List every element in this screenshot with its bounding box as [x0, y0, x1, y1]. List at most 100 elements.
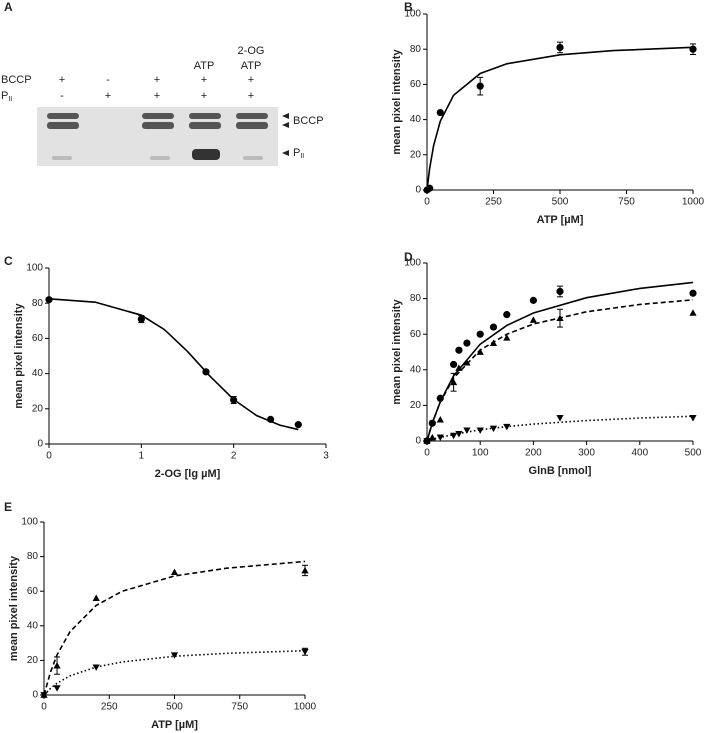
- data-point: [92, 664, 100, 671]
- x-tick-label: 3: [323, 451, 329, 462]
- x-tick-label: 400: [631, 448, 648, 459]
- data-point: [689, 414, 697, 422]
- fit-line: [426, 46, 694, 191]
- sign: +: [154, 90, 160, 102]
- data-point: [476, 82, 484, 90]
- panel-letter: C: [4, 254, 13, 268]
- y-tick-label: 80: [410, 293, 422, 304]
- fit-line: [426, 281, 694, 442]
- y-tick-label: 20: [27, 655, 39, 666]
- panel-letter: B: [404, 0, 413, 14]
- sign: -: [60, 90, 64, 102]
- data-point: [556, 43, 564, 52]
- label: BCCP: [1, 74, 32, 86]
- x-tick-label: 500: [166, 702, 183, 713]
- data-point: [476, 330, 484, 338]
- y-tick-label: 0: [32, 690, 38, 701]
- x-tick-label: 100: [472, 448, 489, 459]
- x-tick-label: 1000: [294, 702, 317, 713]
- y-axis-title: mean pixel intensity: [8, 555, 20, 661]
- data-point: [436, 416, 444, 423]
- sign: +: [201, 74, 207, 86]
- data-point: [476, 427, 484, 434]
- y-tick-label: 20: [410, 149, 422, 160]
- data-point: [294, 421, 302, 429]
- data-point: [455, 364, 463, 371]
- label-text: BCCP: [293, 115, 324, 127]
- x-tick-label: 2: [231, 451, 237, 462]
- data-point: [529, 296, 538, 304]
- data-point: [450, 360, 458, 369]
- data-point: [689, 309, 697, 316]
- fit-line: [43, 560, 306, 696]
- y-tick-label: 20: [32, 403, 44, 414]
- data-point: [301, 566, 309, 574]
- data-point: [301, 648, 309, 656]
- y-tick-label: 100: [404, 9, 421, 20]
- data-point: [503, 311, 511, 319]
- x-axis-title: ATP [µM]: [537, 214, 584, 226]
- y-tick-label: 60: [410, 329, 422, 340]
- y-tick-label: 100: [26, 263, 43, 274]
- data-point: [45, 296, 53, 304]
- label-text: P: [293, 147, 300, 159]
- x-tick-label: 750: [618, 197, 635, 208]
- x-axis-title: 2-OG [lg µM]: [155, 468, 221, 480]
- y-axis-title: mean pixel intensity: [391, 299, 403, 405]
- data-point: [428, 433, 436, 441]
- data-point: [556, 414, 564, 422]
- data-point: [53, 661, 61, 669]
- data-point: [436, 434, 444, 442]
- x-tick-label: 0: [41, 702, 47, 713]
- y-tick-label: 60: [32, 333, 44, 344]
- y-tick-label: 80: [27, 551, 39, 562]
- x-axis-title: ATP [µM]: [151, 719, 198, 731]
- data-point: [489, 425, 498, 433]
- data-point: [436, 108, 444, 117]
- fit-line: [48, 298, 299, 431]
- data-point: [476, 348, 484, 355]
- data-point: [170, 568, 179, 576]
- data-point: [450, 378, 458, 386]
- data-point: [689, 289, 697, 297]
- x-tick-label: 200: [525, 448, 542, 459]
- y-tick-label: 100: [21, 517, 38, 528]
- y-tick-label: 40: [410, 364, 422, 375]
- panel-letter: E: [4, 500, 12, 514]
- sign: +: [59, 74, 65, 86]
- lane-header: ATP: [194, 60, 215, 72]
- x-tick-label: 1: [139, 451, 145, 462]
- x-tick-label: 250: [485, 197, 502, 208]
- data-point: [503, 334, 511, 341]
- y-tick-label: 40: [27, 620, 39, 631]
- x-tick-label: 0: [424, 448, 430, 459]
- y-tick-label: 80: [410, 44, 422, 55]
- gel-bands: [47, 113, 268, 160]
- data-point: [529, 316, 537, 323]
- label-subscript: II: [300, 153, 304, 160]
- x-tick-label: 300: [578, 448, 595, 459]
- y-tick-label: 60: [27, 586, 39, 597]
- sign: +: [154, 74, 160, 86]
- y-axis-title: mean pixel intensity: [391, 49, 403, 155]
- fit-line: [426, 299, 694, 442]
- label-subscript: II: [8, 96, 12, 103]
- lane-header: ATP: [241, 60, 262, 72]
- x-tick-label: 0: [46, 451, 52, 462]
- data-point: [463, 427, 471, 434]
- panel-letter: A: [4, 0, 13, 14]
- data-point: [423, 438, 431, 445]
- label: BCCP: [293, 115, 324, 127]
- data-point: [455, 346, 463, 354]
- y-tick-label: 40: [410, 114, 422, 125]
- data-point: [53, 685, 61, 692]
- y-tick-label: 0: [415, 436, 421, 447]
- y-axis-title: mean pixel intensity: [13, 303, 25, 409]
- label-text: BCCP: [1, 74, 32, 86]
- sign: +: [105, 90, 111, 102]
- data-point: [556, 287, 564, 296]
- data-point: [92, 594, 100, 601]
- data-point: [463, 359, 471, 366]
